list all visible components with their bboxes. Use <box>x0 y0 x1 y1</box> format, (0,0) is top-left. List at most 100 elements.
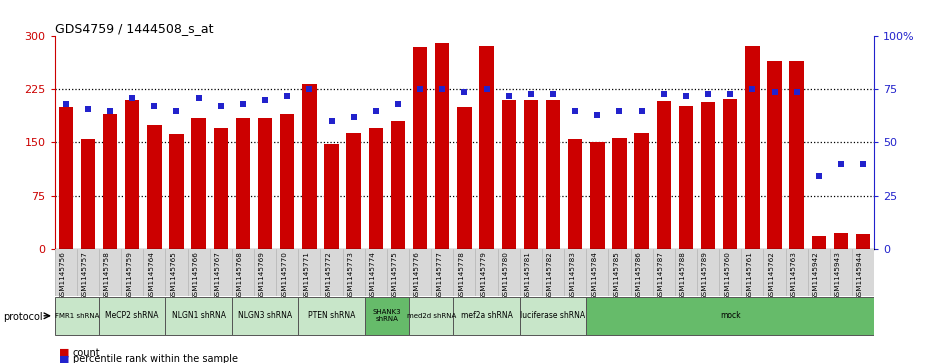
Text: GSM1145774: GSM1145774 <box>370 251 376 300</box>
Bar <box>501 100 516 249</box>
Bar <box>302 85 317 249</box>
Bar <box>657 101 671 249</box>
Text: ■: ■ <box>59 354 70 363</box>
Text: GSM1145761: GSM1145761 <box>746 251 753 300</box>
Bar <box>299 297 365 335</box>
Point <box>745 86 760 92</box>
Text: med2d shRNA: med2d shRNA <box>407 313 456 319</box>
Point <box>368 108 383 114</box>
Text: GSM1145771: GSM1145771 <box>303 251 309 300</box>
Text: GSM1145763: GSM1145763 <box>790 251 797 300</box>
Bar <box>214 129 228 249</box>
Point <box>413 86 428 92</box>
Bar <box>365 297 409 335</box>
Bar <box>125 100 139 249</box>
Bar <box>391 121 405 249</box>
Bar <box>590 143 605 249</box>
Point <box>524 91 539 97</box>
Point <box>169 108 184 114</box>
Text: SHANK3
shRNA: SHANK3 shRNA <box>373 309 401 322</box>
Point <box>590 112 605 118</box>
Bar <box>409 297 453 335</box>
Point <box>301 86 317 92</box>
Point <box>390 101 405 107</box>
Point <box>612 108 627 114</box>
Bar <box>812 236 826 249</box>
Bar <box>745 45 759 249</box>
Point <box>568 108 583 114</box>
Bar <box>99 297 166 335</box>
Text: protocol: protocol <box>3 311 42 322</box>
Text: MeCP2 shRNA: MeCP2 shRNA <box>106 311 159 320</box>
Text: GSM1145783: GSM1145783 <box>569 251 576 300</box>
Point <box>501 93 516 99</box>
Text: GSM1145758: GSM1145758 <box>104 251 110 300</box>
Text: GSM1145772: GSM1145772 <box>326 251 332 300</box>
Bar <box>634 133 649 249</box>
Text: ■: ■ <box>59 348 70 358</box>
Bar <box>678 106 693 249</box>
Bar <box>81 139 95 249</box>
Point <box>191 95 206 101</box>
Point <box>280 93 295 99</box>
Point <box>657 91 672 97</box>
Point <box>834 161 849 167</box>
Text: percentile rank within the sample: percentile rank within the sample <box>73 354 237 363</box>
Point <box>479 86 495 92</box>
Bar <box>612 138 626 249</box>
Point <box>346 114 361 120</box>
Bar <box>258 118 272 249</box>
Bar <box>347 133 361 249</box>
Bar <box>834 233 848 249</box>
Text: GSM1145759: GSM1145759 <box>126 251 132 300</box>
Text: GSM1145756: GSM1145756 <box>59 251 66 300</box>
Bar <box>479 45 494 249</box>
Bar <box>166 297 232 335</box>
Bar <box>58 107 73 249</box>
Text: GSM1145766: GSM1145766 <box>192 251 199 300</box>
Text: NLGN3 shRNA: NLGN3 shRNA <box>238 311 292 320</box>
Bar <box>232 297 299 335</box>
Point <box>434 86 449 92</box>
Bar <box>586 297 874 335</box>
Point <box>811 174 826 179</box>
Text: GSM1145780: GSM1145780 <box>503 251 509 300</box>
Point <box>213 103 228 109</box>
Point <box>855 161 870 167</box>
Point <box>723 91 738 97</box>
Bar <box>147 125 161 249</box>
Bar <box>103 114 117 249</box>
Text: GSM1145944: GSM1145944 <box>857 251 863 300</box>
Bar <box>856 234 870 249</box>
Point <box>236 101 251 107</box>
Bar <box>368 128 383 249</box>
Text: GSM1145942: GSM1145942 <box>813 251 819 300</box>
Text: GSM1145768: GSM1145768 <box>236 251 243 300</box>
Bar <box>768 61 782 249</box>
Text: GSM1145782: GSM1145782 <box>547 251 553 300</box>
Bar <box>524 100 538 249</box>
Point <box>324 118 339 124</box>
Text: GSM1145779: GSM1145779 <box>480 251 487 300</box>
Bar <box>435 44 449 249</box>
Bar <box>170 134 184 249</box>
Text: GSM1145767: GSM1145767 <box>215 251 220 300</box>
Point <box>701 91 716 97</box>
Text: PTEN shRNA: PTEN shRNA <box>308 311 355 320</box>
Point <box>767 89 782 94</box>
Text: count: count <box>73 348 100 358</box>
Text: GSM1145760: GSM1145760 <box>724 251 730 300</box>
Text: GSM1145943: GSM1145943 <box>835 251 841 300</box>
Text: mock: mock <box>720 311 740 320</box>
Text: GSM1145781: GSM1145781 <box>525 251 531 300</box>
Text: GSM1145762: GSM1145762 <box>769 251 774 300</box>
Point <box>80 106 95 111</box>
Point <box>457 89 472 94</box>
Point <box>634 108 649 114</box>
Point <box>103 108 118 114</box>
Text: GSM1145776: GSM1145776 <box>414 251 420 300</box>
Text: NLGN1 shRNA: NLGN1 shRNA <box>171 311 226 320</box>
Bar <box>55 249 874 296</box>
Bar <box>723 99 738 249</box>
Bar <box>568 139 582 249</box>
